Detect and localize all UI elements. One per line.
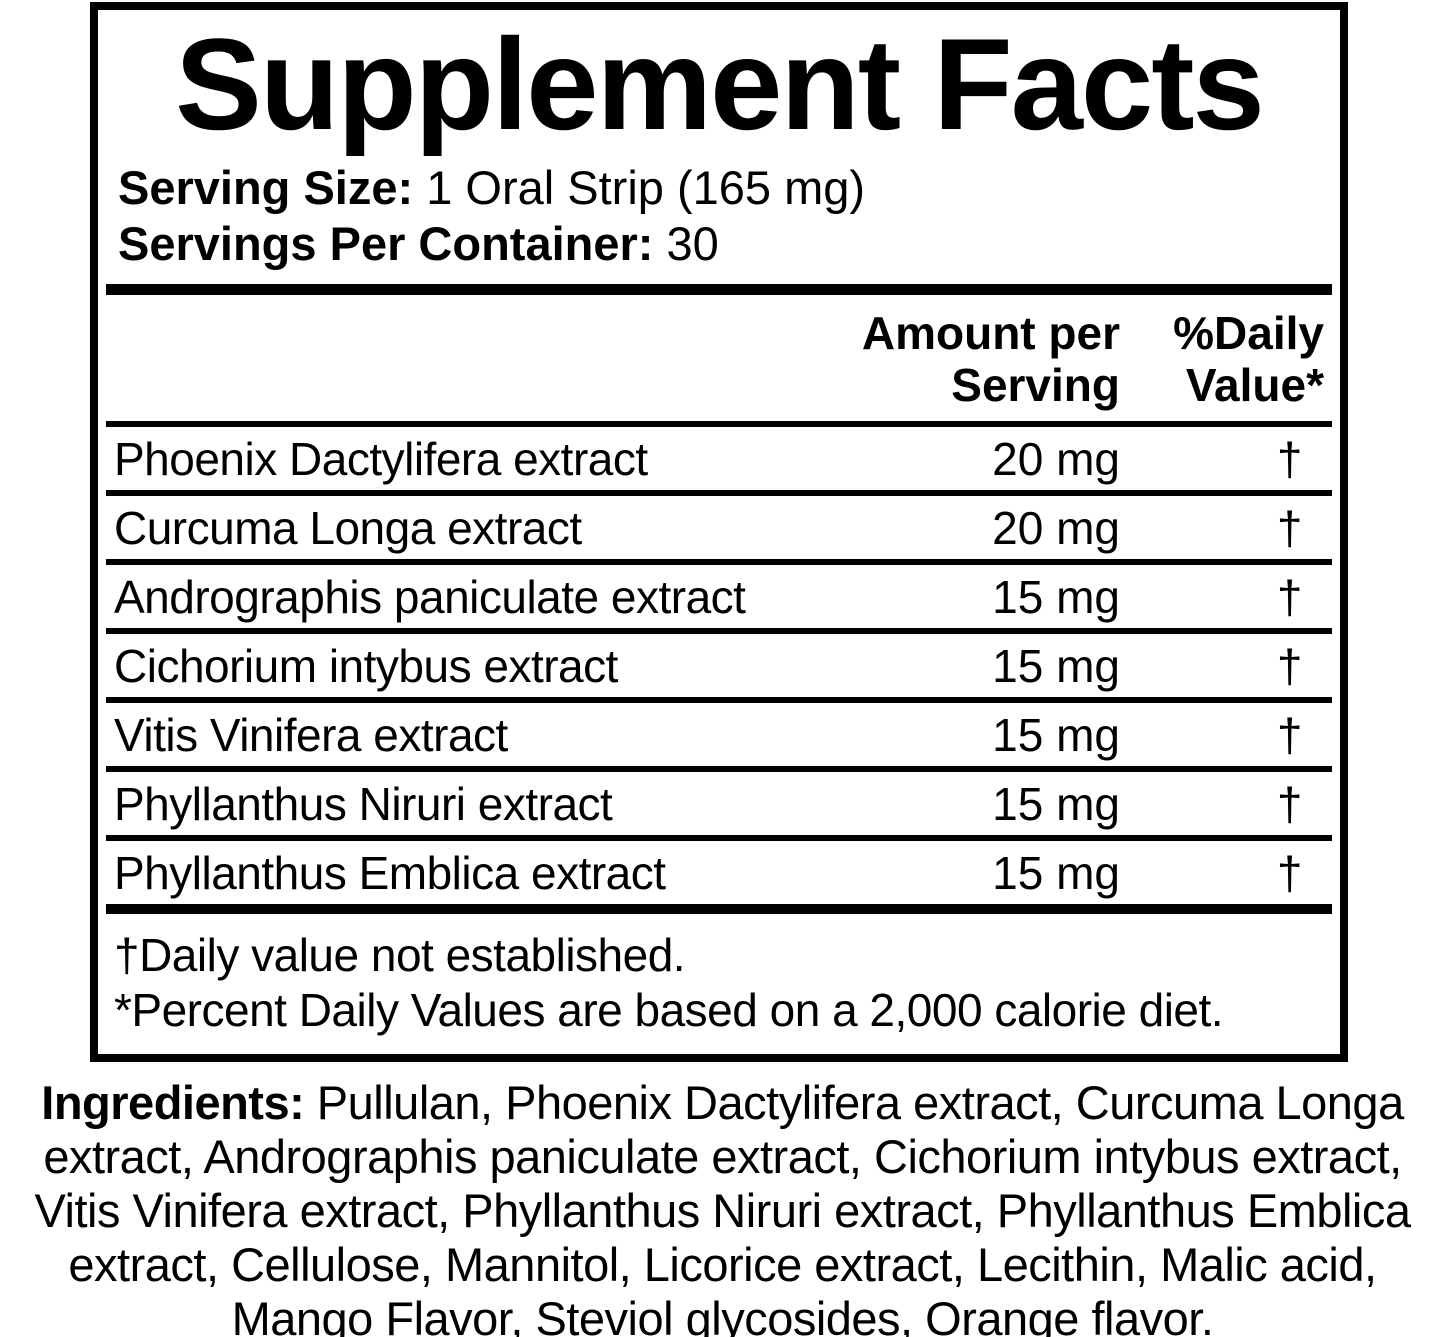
ingredient-amount: 15 mg xyxy=(992,639,1120,692)
footnote-percent-dv: *Percent Daily Values are based on a 2,0… xyxy=(114,984,1224,1036)
row-divider xyxy=(106,421,1332,427)
ingredients-line: Mango Flavor, Steviol glycosides, Orange… xyxy=(231,1292,1214,1337)
ingredient-daily-value: † xyxy=(1276,846,1303,899)
amount-per-serving-header: Amount per Serving xyxy=(840,307,1120,411)
amount-header-line2: Serving xyxy=(951,359,1120,411)
ingredient-daily-value: † xyxy=(1276,777,1303,830)
supplement-facts-panel: Supplement Facts Serving Size: 1 Oral St… xyxy=(90,2,1348,1062)
ingredient-name: Curcuma Longa extract xyxy=(114,501,582,554)
dv-header-line2: Value* xyxy=(1185,359,1324,411)
serving-size-value: 1 Oral Strip (165 mg) xyxy=(413,161,866,214)
row-divider xyxy=(106,559,1332,565)
amount-header-line1: Amount per xyxy=(861,307,1120,359)
table-row: Phyllanthus Emblica extract 15 mg † xyxy=(106,841,1332,904)
ingredient-amount: 15 mg xyxy=(992,708,1120,761)
section-divider-bar xyxy=(106,284,1332,295)
ingredient-daily-value: † xyxy=(1276,501,1303,554)
ingredients-paragraph: Ingredients: Pullulan, Phoenix Dactylife… xyxy=(0,1076,1445,1337)
row-divider xyxy=(106,628,1332,634)
serving-size-label: Serving Size: xyxy=(118,161,414,214)
ingredient-name: Phoenix Dactylifera extract xyxy=(114,432,648,485)
ingredient-name: Cichorium intybus extract xyxy=(114,639,618,692)
ingredient-amount: 20 mg xyxy=(992,501,1120,554)
daily-value-header: %Daily Value* xyxy=(1120,307,1332,411)
ingredient-daily-value: † xyxy=(1276,639,1303,692)
footnote-daily-value: †Daily value not established. xyxy=(114,929,686,981)
row-divider xyxy=(106,766,1332,772)
ingredients-line: extract, Cellulose, Mannitol, Licorice e… xyxy=(68,1238,1377,1291)
servings-per-container-value: 30 xyxy=(653,217,719,270)
table-row: Phyllanthus Niruri extract 15 mg † xyxy=(106,772,1332,835)
panel-title: Supplement Facts xyxy=(175,11,1265,157)
ingredient-amount: 15 mg xyxy=(992,570,1120,623)
column-headers: Amount per Serving %Daily Value* xyxy=(106,295,1332,421)
ingredient-daily-value: † xyxy=(1276,570,1303,623)
ingredient-amount: 15 mg xyxy=(992,777,1120,830)
table-row: Vitis Vinifera extract 15 mg † xyxy=(106,703,1332,766)
row-divider xyxy=(106,697,1332,703)
row-divider xyxy=(106,490,1332,496)
footnote-divider-bar xyxy=(106,904,1332,914)
ingredients-line: Vitis Vinifera extract, Phyllanthus Niru… xyxy=(34,1184,1411,1237)
ingredient-name: Phyllanthus Emblica extract xyxy=(114,846,666,899)
ingredient-amount: 20 mg xyxy=(992,432,1120,485)
serving-block: Serving Size: 1 Oral Strip (165 mg) Serv… xyxy=(106,160,1332,272)
ingredient-name: Vitis Vinifera extract xyxy=(114,708,508,761)
ingredient-amount: 15 mg xyxy=(992,846,1120,899)
table-row: Andrographis paniculate extract 15 mg † xyxy=(106,565,1332,628)
servings-per-container-row: Servings Per Container: 30 xyxy=(118,216,1332,272)
table-row: Cichorium intybus extract 15 mg † xyxy=(106,634,1332,697)
row-divider xyxy=(106,835,1332,841)
ingredient-name: Andrographis paniculate extract xyxy=(114,570,746,623)
ingredient-daily-value: † xyxy=(1276,708,1303,761)
table-row: Phoenix Dactylifera extract 20 mg † xyxy=(106,427,1332,490)
footnotes-block: †Daily value not established. *Percent D… xyxy=(106,914,1332,1054)
ingredients-line: Ingredients: Pullulan, Phoenix Dactylife… xyxy=(0,1076,1445,1130)
servings-per-container-label: Servings Per Container: xyxy=(118,217,654,270)
ingredient-name: Phyllanthus Niruri extract xyxy=(114,777,613,830)
ingredient-daily-value: † xyxy=(1276,432,1303,485)
ingredients-line: extract, Andrographis paniculate extract… xyxy=(43,1130,1402,1183)
serving-size-row: Serving Size: 1 Oral Strip (165 mg) xyxy=(118,160,1332,216)
dv-header-line1: %Daily xyxy=(1173,307,1324,359)
table-row: Curcuma Longa extract 20 mg † xyxy=(106,496,1332,559)
ingredients-label: Ingredients: xyxy=(41,1076,305,1129)
ingredients-line1-text: Pullulan, Phoenix Dactylifera extract, C… xyxy=(304,1076,1404,1129)
